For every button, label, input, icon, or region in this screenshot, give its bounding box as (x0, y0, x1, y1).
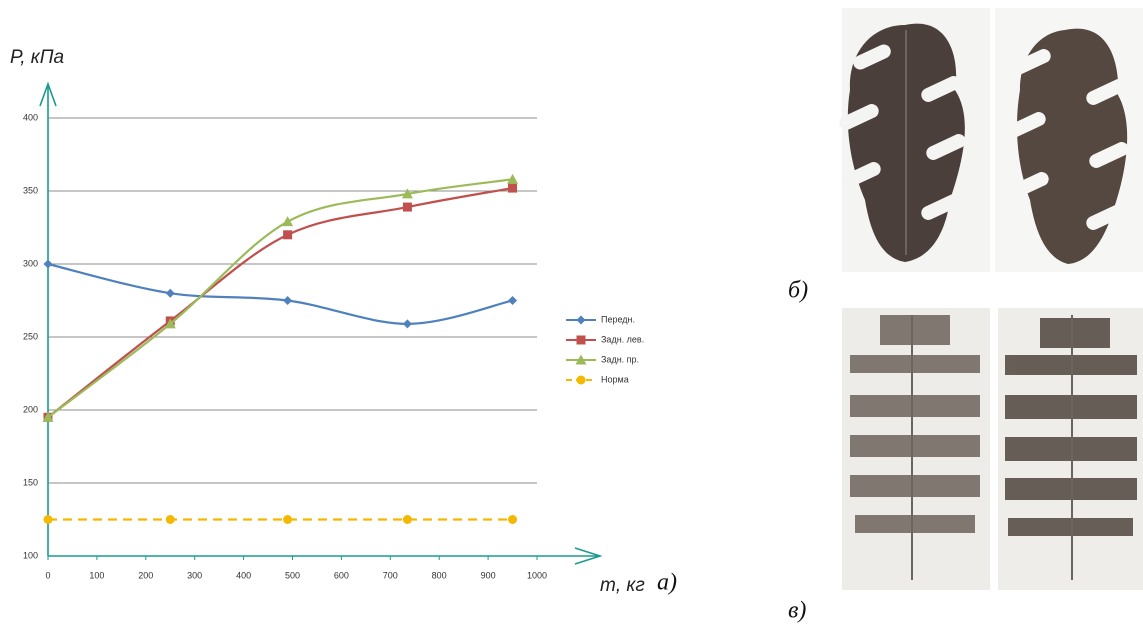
legend-label: Задн. пр. (601, 354, 639, 364)
chart-label: а) (657, 570, 677, 596)
y-tick-label: 200 (23, 404, 38, 414)
tread-print-c-right (998, 308, 1143, 590)
x-tick-label: 800 (432, 570, 447, 580)
x-tick-label: 600 (334, 570, 349, 580)
x-tick-label: 1000 (527, 570, 547, 580)
x-tick-label: 400 (236, 570, 251, 580)
y-tick-label: 350 (23, 185, 38, 195)
marker (403, 203, 412, 212)
panel-label: б) (788, 278, 808, 304)
x-tick-label: 100 (89, 570, 104, 580)
y-tick-label: 100 (23, 550, 38, 560)
legend-label: Передн. (601, 314, 635, 324)
marker (283, 230, 292, 239)
tread-print-c-left (842, 308, 990, 590)
y-tick-label: 300 (23, 258, 38, 268)
legend-marker (577, 336, 586, 345)
x-tick-label: 200 (138, 570, 153, 580)
marker (508, 184, 517, 193)
x-tick-label: 500 (285, 570, 300, 580)
x-tick-label: 900 (481, 570, 496, 580)
figure: 100 150 200 250 300 350 400 0 100 200 300 400 500 600… (0, 0, 1143, 630)
legend-label: Задн. лев. (601, 334, 644, 344)
tread-print-b-left (837, 8, 990, 272)
y-tick-label: 250 (23, 331, 38, 341)
y-axis-title: P, кПа (10, 47, 64, 68)
x-tick-label: 700 (383, 570, 398, 580)
legend-marker (577, 376, 586, 385)
x-axis-title: m, кг (600, 575, 645, 596)
y-tick-label: 150 (23, 477, 38, 487)
marker (508, 515, 517, 524)
y-tick-label: 400 (23, 112, 38, 122)
x-tick-label: 0 (45, 570, 50, 580)
tread-print-b-right (995, 8, 1143, 272)
panel-label: в) (788, 598, 806, 624)
x-tick-label: 300 (187, 570, 202, 580)
marker (283, 515, 292, 524)
marker (403, 515, 412, 524)
legend-label: Норма (601, 374, 629, 384)
marker (44, 515, 53, 524)
marker (166, 515, 175, 524)
